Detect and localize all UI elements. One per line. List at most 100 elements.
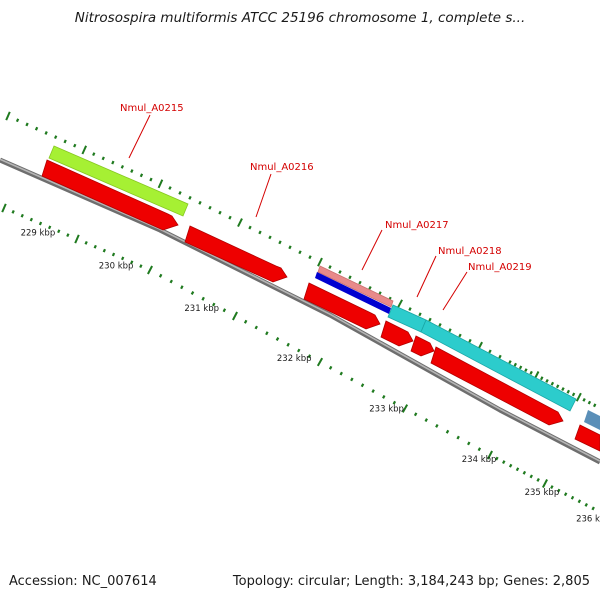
gene-label[interactable]: Nmul_A0217	[385, 220, 449, 231]
gene-arrow-4[interactable]	[380, 320, 414, 347]
minor-tick	[258, 230, 262, 235]
minor-tick	[529, 370, 533, 375]
minor-tick	[297, 348, 301, 353]
minor-tick	[540, 376, 544, 381]
minor-tick	[228, 215, 232, 220]
minor-tick	[371, 389, 375, 394]
major-tick	[317, 257, 323, 267]
minor-tick	[435, 423, 439, 428]
gene-labels: Nmul_A0215 Nmul_A0216 Nmul_A0217 Nmul_A0…	[120, 103, 532, 311]
major-tick	[316, 357, 324, 367]
minor-tick	[34, 126, 39, 131]
major-tick	[397, 299, 403, 309]
minor-tick	[208, 205, 212, 210]
minor-tick	[488, 349, 492, 354]
minor-tick	[169, 279, 173, 284]
major-tick	[74, 234, 80, 244]
tick-label: 230 kbp	[99, 262, 134, 272]
minor-tick	[458, 333, 462, 338]
outer-scale-ring	[5, 111, 597, 408]
feature-pink-bar[interactable]	[317, 265, 394, 308]
minor-tick	[438, 323, 442, 327]
tick-label: 232 kbp	[277, 354, 312, 364]
minor-tick	[286, 342, 290, 347]
minor-tick	[130, 260, 134, 265]
minor-tick	[495, 456, 499, 461]
minor-tick	[92, 152, 96, 157]
minor-tick	[38, 221, 43, 226]
minor-tick	[456, 435, 460, 440]
feature-steel-bar[interactable]	[584, 410, 600, 430]
minor-tick	[566, 389, 570, 394]
minor-tick	[130, 169, 134, 173]
minor-tick	[339, 371, 343, 376]
minor-tick	[515, 467, 520, 472]
minor-tick	[555, 384, 560, 389]
minor-tick	[111, 160, 115, 165]
feature-track	[41, 145, 600, 452]
minor-tick	[66, 233, 70, 238]
feature-blue-bar[interactable]	[315, 272, 391, 314]
major-tick	[232, 311, 238, 321]
minor-tick	[11, 209, 15, 214]
minor-tick	[308, 255, 312, 260]
minor-tick	[101, 156, 105, 161]
minor-tick	[550, 381, 555, 386]
minor-tick	[392, 400, 397, 405]
minor-tick	[198, 200, 202, 205]
gene-label[interactable]: Nmul_A0219	[468, 262, 532, 273]
tick-label: 236 kbp	[576, 515, 600, 525]
minor-tick	[149, 177, 153, 182]
minor-tick	[222, 308, 227, 313]
minor-tick	[348, 275, 352, 280]
tick-label: 233 kbp	[369, 405, 404, 415]
minor-tick	[593, 403, 597, 408]
gene-arrow-6[interactable]	[430, 346, 564, 426]
minor-tick	[545, 378, 549, 383]
gene-arrow-1[interactable]	[41, 159, 179, 231]
minor-tick	[188, 195, 192, 200]
feature-cyan-bar-2[interactable]	[420, 319, 577, 412]
gene-label[interactable]: Nmul_A0218	[438, 246, 502, 257]
gene-arrow-2[interactable]	[184, 225, 288, 283]
inner-scale-ring: 229 kbp 230 kbp 231 kbp 232 kbp 233 kbp 234 k…	[1, 203, 600, 525]
minor-tick	[448, 328, 452, 333]
feature-green-bar[interactable]	[48, 145, 189, 217]
minor-tick	[73, 143, 77, 148]
minor-tick	[557, 488, 561, 493]
genome-summary: Topology: circular; Length: 3,184,243 bp…	[232, 574, 590, 589]
minor-tick	[248, 225, 252, 230]
minor-tick	[428, 317, 432, 322]
minor-tick	[288, 245, 292, 250]
gene-label[interactable]: Nmul_A0216	[250, 162, 314, 173]
minor-tick	[502, 460, 506, 465]
minor-tick	[178, 191, 182, 195]
minor-tick	[93, 244, 97, 249]
gene-label[interactable]: Nmul_A0215	[120, 103, 184, 114]
minor-tick	[212, 302, 216, 307]
tick-label: 231 kbp	[184, 304, 219, 314]
gene-arrow-3[interactable]	[303, 282, 381, 330]
major-tick	[147, 265, 153, 275]
minor-tick	[168, 186, 172, 190]
minor-tick	[550, 485, 554, 490]
minor-tick	[368, 286, 372, 290]
minor-tick	[561, 387, 565, 392]
tick-label: 235 kbp	[525, 488, 560, 498]
gene-arrow-5[interactable]	[410, 335, 435, 357]
gene-arrow-7[interactable]	[574, 424, 600, 452]
minor-tick	[522, 470, 527, 475]
minor-tick	[328, 265, 332, 269]
minor-tick	[29, 217, 34, 222]
minor-tick	[328, 365, 333, 370]
minor-tick	[508, 463, 513, 468]
minor-tick	[180, 285, 184, 290]
minor-tick	[102, 248, 107, 253]
minor-tick	[582, 398, 586, 402]
minor-tick	[218, 210, 222, 215]
minor-tick	[15, 118, 20, 123]
minor-tick	[53, 135, 58, 140]
minor-tick	[584, 502, 588, 507]
minor-tick	[408, 307, 412, 311]
